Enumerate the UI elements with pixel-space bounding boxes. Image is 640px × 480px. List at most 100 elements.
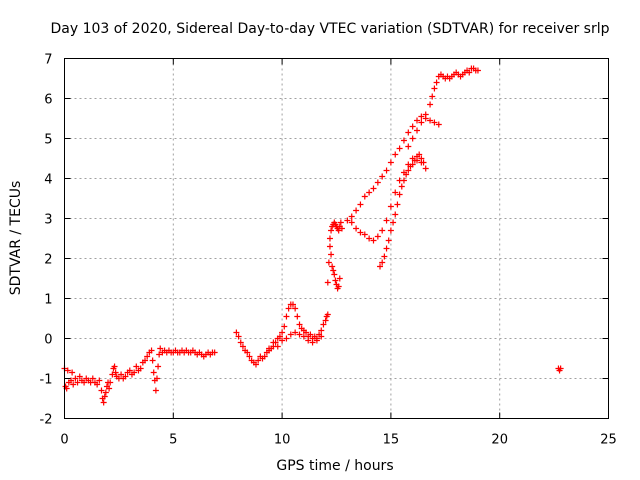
data-point xyxy=(133,363,140,370)
data-point xyxy=(126,367,133,374)
y-tick-label: 5 xyxy=(44,133,52,148)
y-axis-label: SDTVAR / TECUs xyxy=(8,181,24,296)
y-tick-label: -2 xyxy=(40,413,53,428)
data-point xyxy=(409,135,416,142)
data-point xyxy=(326,243,333,250)
data-point xyxy=(64,367,71,374)
data-point xyxy=(390,219,397,226)
data-point xyxy=(287,331,294,338)
chart-title: Day 103 of 2020, Sidereal Day-to-day VTE… xyxy=(50,21,609,37)
data-point xyxy=(107,379,114,386)
data-point xyxy=(283,335,290,342)
y-tick-label: -1 xyxy=(40,373,53,388)
data-point xyxy=(152,387,159,394)
data-point xyxy=(279,329,286,336)
data-point xyxy=(405,167,412,174)
data-point xyxy=(144,353,151,360)
data-point xyxy=(74,379,81,386)
x-tick-label: 20 xyxy=(491,433,508,448)
data-point xyxy=(324,311,331,318)
data-point xyxy=(383,217,390,224)
x-axis-label: GPS time / hours xyxy=(276,458,393,474)
data-point xyxy=(142,357,149,364)
data-point xyxy=(94,381,101,388)
data-point xyxy=(405,129,412,136)
grid xyxy=(64,58,609,419)
data-point xyxy=(239,343,246,350)
data-point xyxy=(72,375,79,382)
data-points xyxy=(61,65,564,406)
data-point xyxy=(328,227,335,234)
data-point xyxy=(274,343,281,350)
data-point xyxy=(237,339,244,346)
data-point xyxy=(137,365,144,372)
x-tick-label: 25 xyxy=(600,433,617,448)
data-point xyxy=(414,117,421,124)
data-point xyxy=(289,301,296,308)
data-point xyxy=(392,211,399,218)
data-point xyxy=(296,331,303,338)
data-point xyxy=(102,389,109,396)
data-point xyxy=(294,313,301,320)
data-point xyxy=(285,305,292,312)
data-point xyxy=(150,369,157,376)
data-point xyxy=(156,351,163,358)
data-point xyxy=(68,377,75,384)
data-point xyxy=(261,353,268,360)
data-point xyxy=(409,161,416,168)
data-point xyxy=(418,119,425,126)
data-point xyxy=(70,381,77,388)
data-point xyxy=(431,85,438,92)
data-point xyxy=(405,143,412,150)
data-point xyxy=(411,157,418,164)
data-point xyxy=(111,363,118,370)
data-point xyxy=(381,253,388,260)
y-tick-label: 3 xyxy=(44,213,52,228)
data-point xyxy=(255,357,262,364)
data-point xyxy=(431,119,438,126)
data-point xyxy=(153,375,160,382)
data-point xyxy=(244,349,251,356)
data-point xyxy=(357,229,364,236)
data-point xyxy=(69,369,76,376)
data-point xyxy=(266,345,273,352)
data-point xyxy=(433,79,440,86)
data-point xyxy=(374,179,381,186)
data-point xyxy=(122,373,129,380)
data-point xyxy=(379,173,386,180)
data-point xyxy=(307,331,314,338)
data-point xyxy=(387,227,394,234)
data-point xyxy=(313,337,320,344)
data-point xyxy=(398,183,405,190)
data-point xyxy=(366,235,373,242)
data-point xyxy=(435,121,442,128)
data-point xyxy=(422,165,429,172)
data-point xyxy=(383,245,390,252)
y-tick-label: 6 xyxy=(44,93,52,108)
data-point xyxy=(326,235,333,242)
data-point xyxy=(279,337,286,344)
x-tick-label: 10 xyxy=(274,433,291,448)
data-point xyxy=(276,333,283,340)
data-point xyxy=(246,353,253,360)
data-point xyxy=(330,267,337,274)
y-tick-label: 2 xyxy=(44,253,52,268)
data-point xyxy=(394,201,401,208)
data-point xyxy=(309,339,316,346)
data-point xyxy=(357,201,364,208)
data-point xyxy=(429,93,436,100)
data-point xyxy=(370,237,377,244)
data-point xyxy=(325,259,332,266)
data-point xyxy=(348,213,355,220)
data-point xyxy=(427,117,434,124)
data-point xyxy=(252,361,259,368)
data-point xyxy=(344,217,351,224)
data-point xyxy=(387,203,394,210)
data-point xyxy=(392,189,399,196)
data-point xyxy=(329,263,336,270)
data-point xyxy=(270,339,277,346)
data-point xyxy=(416,151,423,158)
data-point xyxy=(101,393,108,400)
data-point xyxy=(418,155,425,162)
